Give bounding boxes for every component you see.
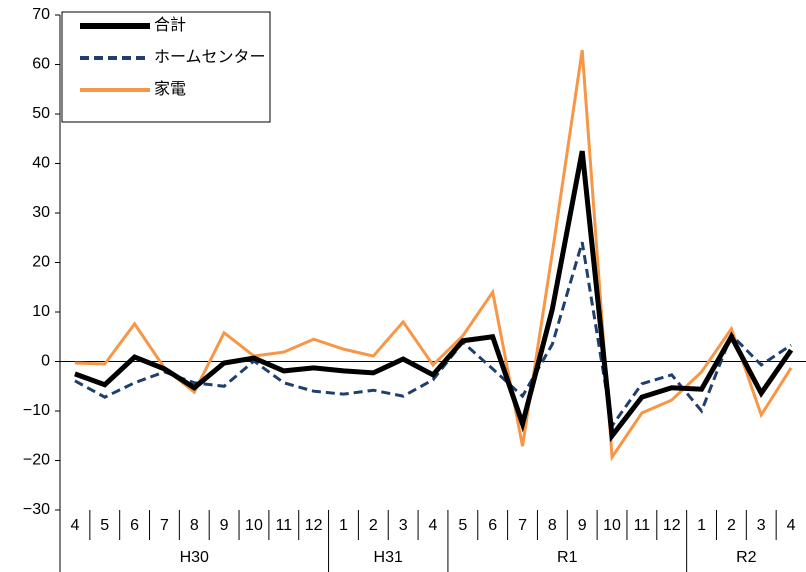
x-tick-label: 3: [757, 517, 766, 534]
x-tick-label: 4: [787, 517, 796, 534]
group-label: R1: [557, 549, 578, 566]
x-tick-label: 10: [603, 517, 621, 534]
x-tick-label: 8: [548, 517, 557, 534]
x-tick-label: 11: [634, 517, 651, 534]
x-tick-label: 8: [190, 517, 199, 534]
x-tick-label: 6: [488, 517, 497, 534]
x-tick-label: 9: [578, 517, 587, 534]
x-tick-label: 4: [70, 517, 79, 534]
x-tick-label: 2: [727, 517, 736, 534]
x-tick-label: 4: [429, 517, 438, 534]
series-line: [74, 49, 793, 462]
x-tick-label: 2: [369, 517, 378, 534]
y-tick-label: 70: [32, 6, 50, 23]
series-line: [74, 241, 792, 430]
legend-label: 家電: [154, 80, 186, 98]
y-tick-label: 40: [32, 155, 50, 172]
x-tick-label: 10: [245, 517, 263, 534]
x-tick-label: 3: [399, 517, 408, 534]
y-tick-label: 50: [32, 105, 50, 122]
legend-label: ホームセンター: [154, 48, 266, 66]
y-tick-label: 60: [32, 56, 50, 73]
x-tick-label: 6: [130, 517, 139, 534]
y-tick-label: −10: [23, 402, 50, 419]
x-tick-label: 7: [518, 517, 527, 534]
x-tick-label: 5: [100, 517, 109, 534]
y-tick-label: 30: [32, 204, 50, 221]
group-label: R2: [736, 549, 757, 566]
x-tick-label: 1: [339, 517, 348, 534]
legend-label: 合計: [154, 16, 186, 34]
x-tick-label: 1: [697, 517, 706, 534]
x-tick-label: 5: [458, 517, 467, 534]
x-tick-label: 12: [663, 517, 681, 534]
group-label: H30: [180, 549, 209, 566]
y-tick-label: −20: [23, 452, 50, 469]
y-tick-label: 0: [41, 353, 50, 370]
x-tick-label: 9: [220, 517, 229, 534]
x-tick-label: 11: [275, 517, 292, 534]
x-tick-label: 12: [305, 517, 323, 534]
x-tick-label: 7: [160, 517, 169, 534]
y-tick-label: 20: [32, 254, 50, 271]
group-label: H31: [374, 549, 403, 566]
series-line: [74, 150, 794, 443]
y-tick-label: −30: [23, 501, 50, 518]
legend-box: [61, 11, 271, 123]
y-tick-label: 10: [32, 303, 50, 320]
